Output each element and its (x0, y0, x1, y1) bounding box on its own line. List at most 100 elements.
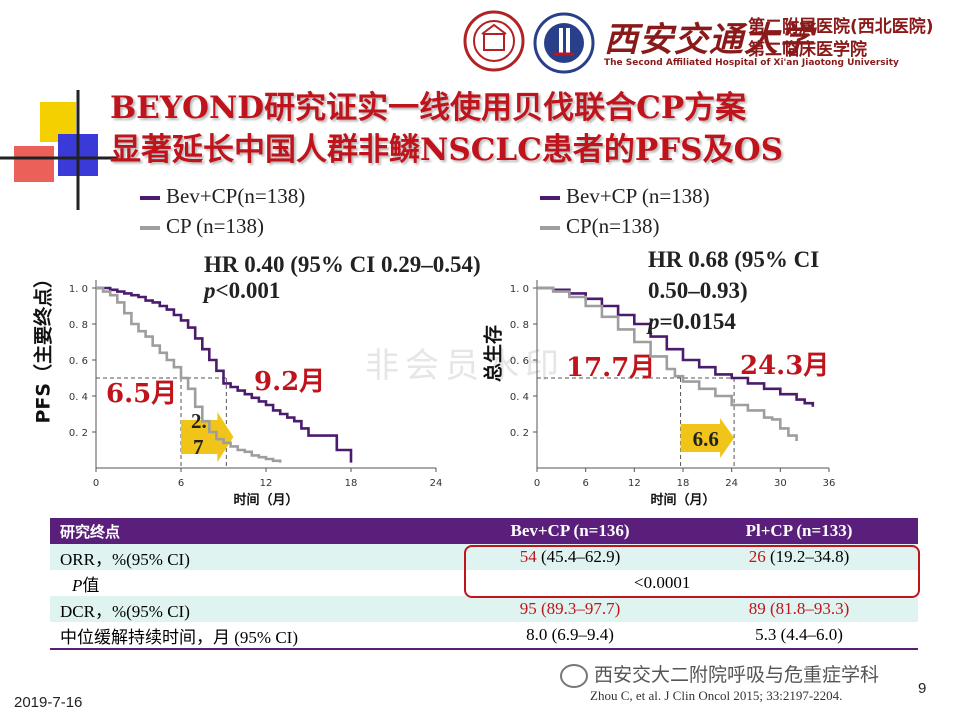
p-label-symbol: P (72, 575, 83, 595)
p-label: P值 (50, 570, 460, 596)
legend-swatch-cp (540, 226, 560, 230)
slide-title-line1: BEYOND研究证实一线使用贝伐联合CP方案 (110, 90, 747, 126)
university-emblem-icon (533, 12, 595, 74)
table-header-row: 研究终点 Bev+CP (n=136) Pl+CP (n=133) (50, 518, 918, 544)
highlight-box (464, 545, 920, 598)
x-tick-label: 12 (628, 478, 641, 489)
y-tick-label: 0. 2 (510, 428, 529, 439)
citation: Zhou C, et al. J Clin Oncol 2015; 33:219… (590, 688, 843, 703)
dcr-label: DCR，%(95% CI) (50, 596, 460, 622)
x-tick-label: 0 (534, 478, 540, 489)
legend-label-cp: CP (n=138) (166, 214, 264, 238)
page-number: 9 (918, 680, 927, 697)
orr-cp: 26 (19.2–34.8) (680, 544, 918, 570)
series-line-bev (96, 286, 353, 463)
slide-title-line2: 显著延长中国人群非鳞NSCLC患者的PFS及OS (110, 132, 783, 168)
pfs-hr-text: HR 0.40 (95% CI 0.29–0.54) p<0.001 (204, 252, 481, 304)
y-tick-label: 1. 0 (510, 284, 529, 295)
pfs-legend: Bev+CP(n=138) CP (n=138) (140, 184, 440, 244)
wechat-account-name: 西安交大二附院呼吸与危重症学科 (594, 664, 880, 686)
x-tick-label: 6 (178, 478, 184, 489)
y-tick-label: 0. 4 (69, 392, 88, 403)
x-tick-label: 24 (430, 478, 443, 489)
x-tick-label: 18 (677, 478, 690, 489)
p-value: <0.0001 (634, 573, 691, 592)
x-tick-label: 24 (725, 478, 738, 489)
table-row-orr: ORR，%(95% CI) 54 (45.4–62.9) 26 (19.2–34… (50, 544, 918, 570)
x-tick-label: 6 (582, 478, 588, 489)
os-p-symbol: p (648, 309, 660, 334)
pfs-p-value: <0.001 (215, 278, 281, 303)
difference-label-line2: 7 (193, 435, 204, 459)
table-row-dor: 中位缓解持续时间，月 (95% CI) 8.0 (6.9–9.4) 5.3 (4… (50, 622, 918, 650)
difference-arrow (181, 412, 234, 462)
pfs-p-symbol: p (204, 278, 216, 303)
y-tick-label: 0. 8 (510, 320, 529, 331)
university-calligraphy: 西安交通大学 (604, 20, 814, 60)
table-row-dcr: DCR，%(95% CI) 95 (89.3–97.7) 89 (81.8–93… (50, 596, 918, 622)
y-tick-label: 1. 0 (69, 284, 88, 295)
corner-decoration (0, 90, 120, 210)
y-tick-label: 0. 6 (69, 356, 88, 367)
watermark: 非会员水印 (365, 346, 565, 386)
legend-label-bev: Bev+CP(n=138) (166, 184, 306, 208)
os-hr-text: HR 0.68 (95% CI 0.50–0.93) p=0.0154 (648, 244, 819, 337)
hospital-seal-icon (463, 10, 525, 72)
median-label-bev: 24.3月 (740, 351, 829, 381)
endpoint-table: 研究终点 Bev+CP (n=136) Pl+CP (n=133) ORR，%(… (50, 518, 918, 650)
legend-label-bev: Bev+CP (n=138) (566, 184, 710, 208)
dor-cp: 5.3 (4.4–6.0) (680, 622, 918, 650)
median-label-bev: 9.2月 (254, 367, 325, 397)
series-line-cp (537, 286, 798, 441)
legend-swatch-bev (540, 196, 560, 200)
orr-bev-ci: (45.4–62.9) (536, 547, 621, 566)
y-tick-label: 0. 2 (69, 428, 88, 439)
x-tick-label: 30 (774, 478, 787, 489)
orr-cp-main: 26 (748, 547, 766, 566)
os-hr-line2: 0.50–0.93) (648, 278, 748, 303)
median-label-cp: 17.7月 (566, 353, 655, 383)
x-tick-label: 12 (260, 478, 273, 489)
dcr-bev: 95 (89.3–97.7) (460, 596, 680, 622)
os-p-value: =0.0154 (659, 309, 736, 334)
orr-bev: 54 (45.4–62.9) (460, 544, 680, 570)
y-tick-label: 0. 8 (69, 320, 88, 331)
orr-bev-main: 54 (519, 547, 537, 566)
x-axis-label: 时间（月） (650, 492, 715, 508)
header-cp: Pl+CP (n=133) (680, 518, 918, 544)
legend-label-cp: CP(n=138) (566, 214, 660, 238)
difference-arrow (680, 418, 735, 458)
pfs-p-line: p<0.001 (204, 278, 481, 304)
hospital-name-line2: 第二临床医学院 (748, 40, 867, 60)
x-tick-label: 36 (823, 478, 836, 489)
x-axis-label: 时间（月） (233, 492, 298, 508)
x-tick-label: 0 (93, 478, 99, 489)
hospital-name-english: The Second Affiliated Hospital of Xi'an … (604, 58, 899, 68)
difference-label: 6.6 (693, 427, 719, 451)
dor-label: 中位缓解持续时间，月 (95% CI) (50, 622, 460, 650)
dor-bev: 8.0 (6.9–9.4) (460, 622, 680, 650)
pfs-hr-line1: HR 0.40 (95% CI 0.29–0.54) (204, 252, 481, 277)
series-line-cp (96, 286, 282, 463)
y-tick-label: 0. 4 (510, 392, 529, 403)
os-hr-line1: HR 0.68 (95% CI (648, 247, 820, 272)
os-chart: 0. 2 0. 4 0. 6 0. 8 1. 0 0 6 12 18 24 30 36 时间（月） 6.6… (510, 280, 836, 508)
dcr-cp: 89 (81.8–93.3) (680, 596, 918, 622)
wechat-account: 西安交大二附院呼吸与危重症学科 (560, 660, 879, 688)
wechat-icon (560, 663, 588, 688)
legend-swatch-bev (140, 196, 160, 200)
os-p-line: p=0.0154 (648, 306, 819, 337)
median-label-cp: 6.5月 (106, 379, 177, 409)
os-legend: Bev+CP (n=138) CP(n=138) (540, 184, 840, 244)
pfs-chart: 0. 20. 40. 60. 81. 00 6 12 18 24时间（月）2.76.5月… (69, 280, 443, 508)
orr-cp-ci: (19.2–34.8) (765, 547, 850, 566)
slide-date: 2019-7-16 (14, 694, 83, 711)
y-tick-label: 0. 6 (510, 356, 529, 367)
header-endpoint: 研究终点 (50, 518, 460, 544)
x-tick-label: 18 (345, 478, 358, 489)
header-bev: Bev+CP (n=136) (460, 518, 680, 544)
table-row-p: P值 <0.0001 (50, 570, 918, 596)
legend-swatch-cp (140, 226, 160, 230)
hospital-name-line1: 第二附属医院(西北医院) (748, 17, 934, 37)
p-label-suffix: 值 (82, 575, 100, 595)
